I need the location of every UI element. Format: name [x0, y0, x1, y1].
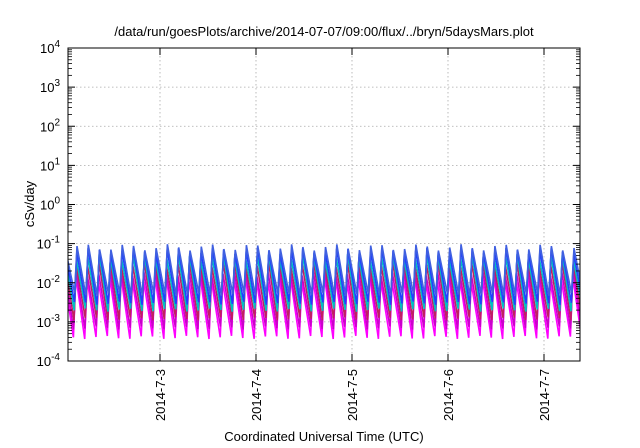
x-tick-label: 2014-7-7 — [537, 369, 552, 421]
y-tick-label: 103 — [40, 78, 60, 95]
y-tick-label: 10-2 — [37, 274, 61, 291]
x-tick-label: 2014-7-6 — [441, 369, 456, 421]
x-axis-label: Coordinated Universal Time (UTC) — [224, 429, 423, 444]
y-tick-label: 100 — [40, 196, 60, 213]
x-tick-label: 2014-7-3 — [153, 369, 168, 421]
series-group — [68, 244, 580, 340]
y-tick-label: 104 — [40, 39, 60, 56]
y-tick-label: 10-3 — [37, 313, 61, 330]
x-axis: 2014-7-3 2014-7-4 2014-7-5 2014-7-6 2014-7-7 — [153, 48, 552, 421]
y-axis-label: cSv/day — [22, 180, 37, 227]
x-tick-label: 2014-7-5 — [345, 369, 360, 421]
y-tick-label: 102 — [40, 117, 60, 134]
y-axis: 10-4 10-3 10-2 10-1 100 101 102 103 104 — [37, 39, 580, 369]
chart-title: /data/run/goesPlots/archive/2014-07-07/0… — [114, 24, 534, 39]
y-tick-label: 10-4 — [37, 352, 61, 369]
y-tick-label: 10-1 — [37, 235, 61, 252]
y-tick-label: 101 — [40, 156, 60, 173]
x-tick-label: 2014-7-4 — [249, 369, 264, 421]
series-line — [68, 244, 580, 297]
